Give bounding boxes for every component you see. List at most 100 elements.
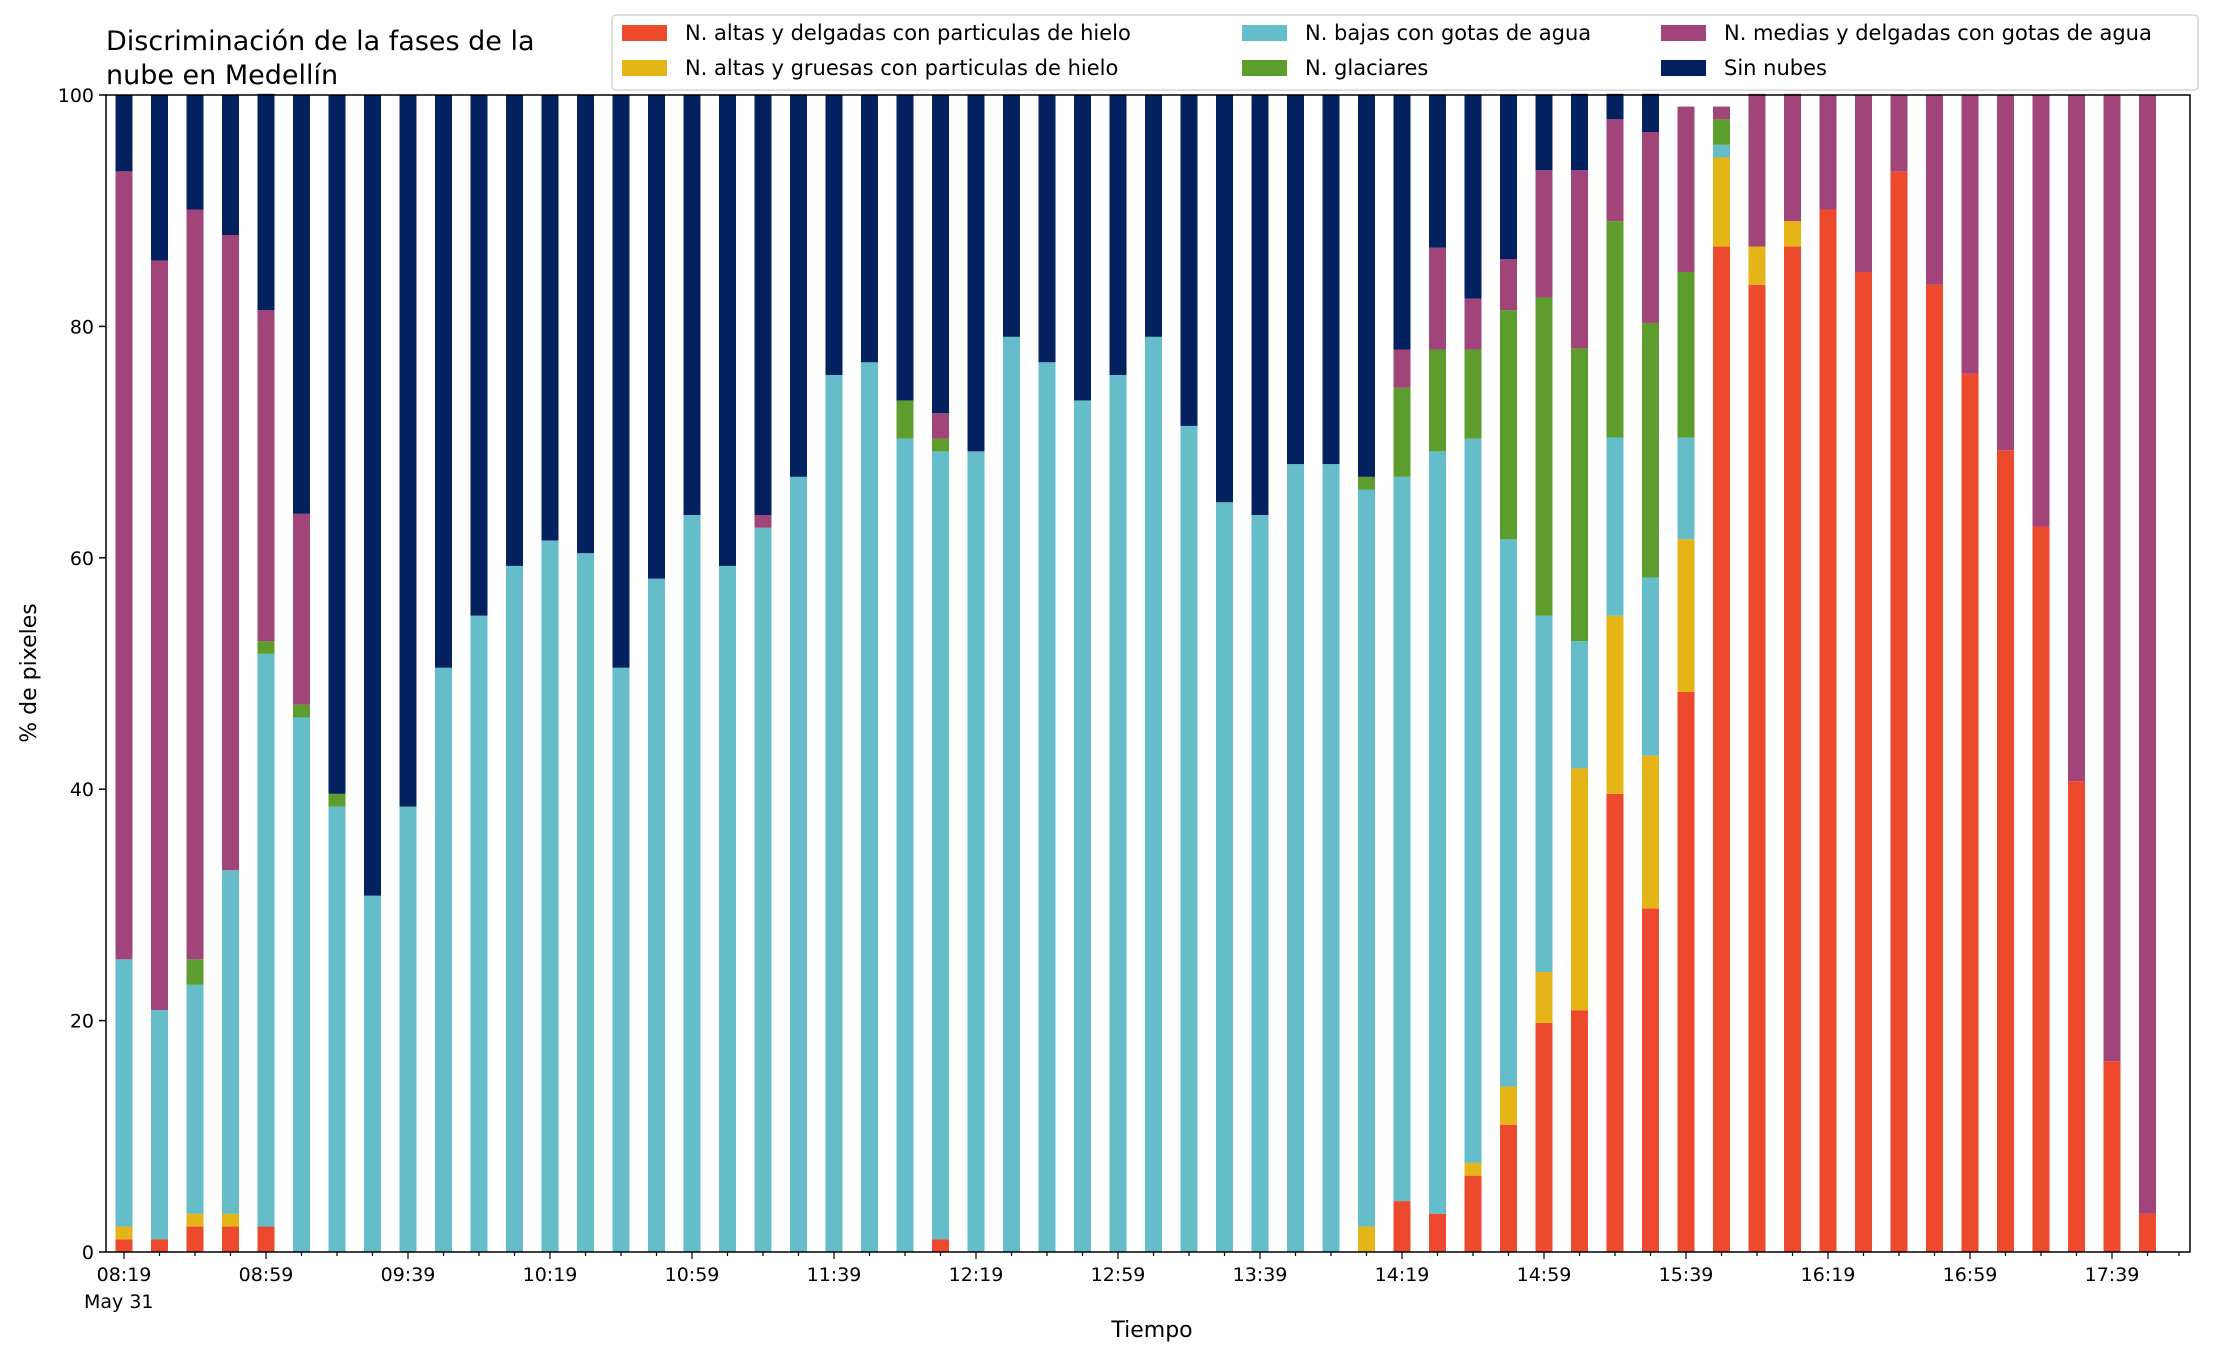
bar-segment-s2-31 [1216,502,1233,1252]
bar-segment-s5-8 [399,95,417,807]
legend-label-1: N. altas y gruesas con particulas de hie… [685,56,1118,80]
bar-segment-s1-39 [1500,1086,1517,1125]
x-tick-label-9: 14:19 [1375,1264,1430,1286]
bar-segment-s3-35 [1358,476,1375,490]
bar-segment-s5-30 [1180,95,1198,426]
bar-segment-s1-43 [1642,755,1659,909]
bar-segment-s0-44 [1677,692,1695,1252]
bar-segment-s1-2 [186,1213,204,1227]
bar-segment-s2-12 [541,540,559,1252]
bar-segment-s2-25 [1003,336,1020,1252]
bar-segment-s1-40 [1535,972,1553,1023]
bar-segment-s2-44 [1677,437,1695,540]
x-tick-label-14: 17:39 [2085,1264,2140,1286]
bar-segment-s4-51 [1926,95,1943,285]
bar-segment-s0-3 [222,1226,239,1252]
bar-segment-s0-23 [932,1239,949,1252]
y-tick-label-80: 80 [70,316,94,338]
bar-segment-s0-36 [1393,1201,1411,1252]
legend-swatch-0 [622,25,667,41]
bar-segment-s2-33 [1287,464,1304,1253]
bar-segment-s5-17 [719,95,736,566]
legend-swatch-5 [1661,60,1706,76]
legend-label-2: N. bajas con gotas de agua [1305,21,1591,45]
bar-segment-s2-1 [151,1010,168,1240]
bar-segment-s2-36 [1393,476,1411,1202]
bar-segment-s0-39 [1500,1124,1517,1252]
bar-segment-s1-46 [1748,246,1766,285]
bar-segment-s5-11 [506,95,523,566]
bar-segment-s5-38 [1464,95,1482,299]
bar-segment-s2-27 [1074,400,1091,1252]
legend-box [611,14,2199,91]
x-tick-label-12: 16:19 [1801,1264,1856,1286]
legend-label-5: Sin nubes [1724,56,1827,80]
bar-segment-s3-44 [1677,272,1695,438]
bar-segment-s2-11 [506,565,523,1252]
y-tick-label-20: 20 [70,1011,94,1033]
bar-segment-s5-14 [612,95,630,668]
bar-segment-s2-8 [399,806,417,1252]
bar-segment-s2-24 [967,451,985,1252]
bar-segment-s0-56 [2103,1061,2121,1252]
legend: N. altas y delgadas con particulas de hi… [611,14,2199,91]
y-tick-label-40: 40 [70,779,94,801]
bar-segment-s4-2 [186,209,204,960]
bar-segment-s1-44 [1677,539,1695,693]
x-tick-label-4: 10:59 [665,1264,720,1286]
bar-segment-s1-3 [222,1213,239,1227]
legend-label-4: N. medias y delgadas con gotas de agua [1724,21,2152,45]
bar-segment-s0-42 [1606,793,1624,1252]
bar-segment-s5-1 [151,95,168,261]
bar-segment-s5-25 [1003,95,1020,337]
bar-segment-s4-55 [2068,95,2085,782]
bar-segment-s1-42 [1606,615,1624,794]
bar-segment-s2-26 [1038,362,1056,1252]
bar-segment-s3-4 [257,641,275,654]
bar-segment-s0-48 [1819,209,1837,1252]
bar-segment-s0-46 [1748,284,1766,1252]
plot-frame [105,94,2191,1253]
bar-segment-s4-4 [257,310,275,642]
bar-segment-s2-20 [825,374,843,1252]
bar-segment-s0-52 [1961,373,1979,1253]
bar-segment-s5-24 [967,95,985,452]
x-tick-label-1: 08:59 [239,1264,294,1286]
bar-segment-s2-4 [257,653,275,1227]
bar-segment-s3-40 [1535,297,1553,616]
x-tick-label-7: 12:59 [1091,1264,1146,1286]
bar-segment-s5-31 [1216,95,1233,503]
legend-label-0: N. altas y delgadas con particulas de hi… [685,21,1131,45]
bar-segment-s4-38 [1464,298,1482,350]
bar-segment-s0-40 [1535,1022,1553,1252]
x-tick-label-0: 08:19 [97,1264,152,1286]
bar-segment-s2-23 [932,451,949,1240]
x-axis: 08:19 08:59 09:39 10:19 10:59 11:39 12:19 12:59… [97,1252,2180,1286]
bar-segment-s1-35 [1358,1226,1375,1252]
bar-segment-s5-36 [1393,95,1411,350]
bar-segment-s2-40 [1535,615,1553,973]
bar-segment-s5-16 [683,95,701,515]
bar-segment-s5-10 [470,95,488,616]
chart-title-line-2: nube en Medellín [106,60,338,91]
bar-segment-s2-30 [1180,425,1198,1252]
bar-segment-s2-19 [790,476,807,1252]
bar-segment-s5-20 [825,95,843,375]
bar-segment-s2-34 [1322,464,1340,1253]
bar-segment-s5-4 [257,93,275,311]
bar-segment-s0-4 [257,1226,275,1252]
bar-segment-s5-32 [1251,95,1269,515]
bar-segment-s3-45 [1713,119,1730,145]
bar-segment-s2-45 [1713,144,1730,158]
bar-segment-s2-0 [115,959,133,1227]
bar-segment-s5-5 [293,95,310,514]
bar-segment-s3-22 [896,400,914,439]
x-tick-label-3: 10:19 [523,1264,578,1286]
legend-swatch-1 [622,60,667,76]
bar-segment-s5-28 [1109,95,1127,375]
bar-segment-s3-42 [1606,221,1624,438]
bar-segment-s2-16 [683,514,701,1252]
bar-segment-s2-32 [1251,514,1269,1252]
bar-segment-s1-0 [115,1226,133,1240]
